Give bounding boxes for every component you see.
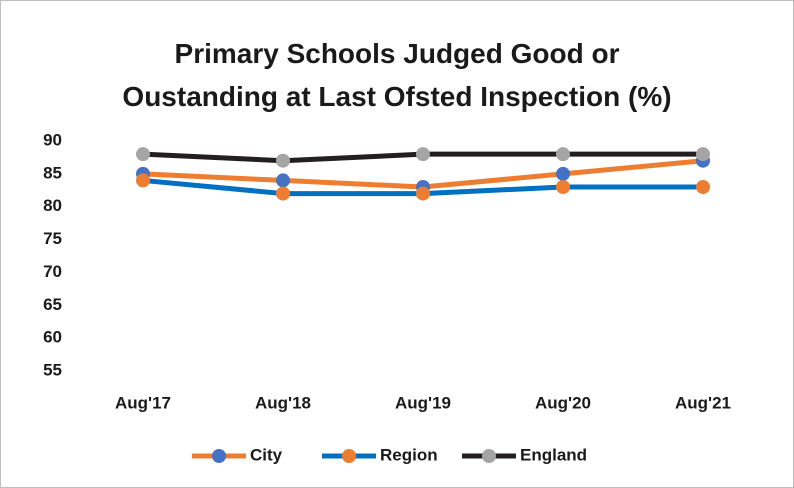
data-point	[136, 147, 150, 162]
legend-marker	[342, 449, 356, 463]
y-tick-label: 75	[43, 229, 62, 248]
data-point	[276, 173, 290, 188]
data-point	[136, 173, 150, 188]
chart-title: Primary Schools Judged Good or Oustandin…	[122, 38, 672, 112]
data-point	[696, 180, 710, 194]
data-point	[556, 180, 570, 194]
data-point	[696, 147, 710, 162]
y-tick-label: 55	[43, 360, 62, 379]
legend-label: England	[520, 445, 587, 464]
x-tick-label: Aug'20	[535, 393, 591, 412]
y-tick-label: 90	[43, 130, 62, 149]
data-point	[556, 147, 570, 162]
legend-marker	[212, 449, 226, 463]
data-point	[416, 186, 430, 201]
y-tick-label: 80	[43, 196, 62, 215]
legend-marker	[482, 449, 496, 463]
x-tick-label: Aug'21	[675, 393, 731, 412]
y-tick-label: 70	[43, 262, 62, 281]
data-point	[556, 166, 570, 181]
y-tick-label: 65	[43, 295, 62, 314]
x-tick-label: Aug'19	[395, 393, 451, 412]
x-tick-label: Aug'18	[255, 393, 311, 412]
y-tick-label: 85	[43, 163, 62, 182]
data-point	[416, 147, 430, 162]
data-point	[276, 186, 290, 201]
legend-label: City	[250, 445, 283, 464]
y-tick-label: 60	[43, 328, 62, 347]
legend-label: Region	[380, 445, 438, 464]
data-point	[276, 153, 290, 168]
x-tick-label: Aug'17	[115, 393, 171, 412]
